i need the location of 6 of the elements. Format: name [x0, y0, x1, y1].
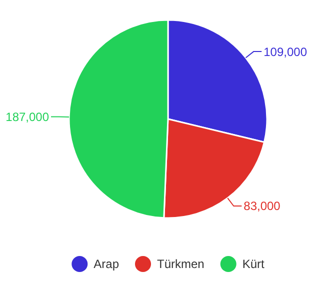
- data-label: 83,000: [244, 199, 281, 214]
- legend-label: Kürt: [242, 257, 266, 272]
- data-label: 109,000: [264, 44, 308, 59]
- legend-label: Türkmen: [157, 257, 204, 272]
- data-label: 187,000: [6, 110, 50, 124]
- legend-label: Arap: [94, 257, 120, 272]
